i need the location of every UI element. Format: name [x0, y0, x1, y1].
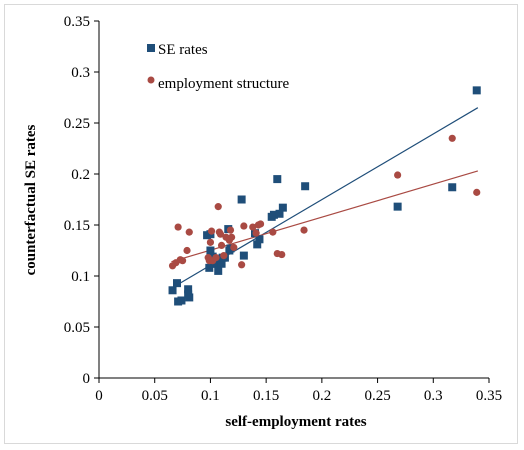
- y-tick-label: 0.1: [71, 269, 90, 285]
- employment-structure-point: [214, 203, 222, 211]
- employment-structure-point: [473, 188, 481, 196]
- se-rates-point: [173, 279, 181, 288]
- employment-structure-point: [178, 257, 187, 265]
- employment-structure-point: [206, 238, 215, 246]
- se-rates-point: [214, 266, 223, 275]
- legend-marker-se-rates: [147, 44, 155, 52]
- x-tick-label: 0.35: [476, 388, 502, 404]
- employment-structure-point: [394, 171, 402, 179]
- se-rates-point: [393, 202, 402, 211]
- employment-structure-point: [183, 246, 191, 255]
- employment-structure-point: [226, 226, 235, 234]
- x-tick-label: 0.15: [253, 388, 279, 404]
- y-tick-label: 0.25: [64, 116, 90, 132]
- y-tick-label: 0.05: [64, 320, 90, 336]
- y-tick-label: 0.2: [71, 167, 90, 183]
- x-axis-title: self-employment rates: [225, 414, 366, 430]
- employment-structure-point: [256, 220, 265, 228]
- employment-structure-point: [240, 222, 248, 230]
- employment-structure-point: [238, 261, 246, 269]
- employment-structure-point: [228, 233, 236, 241]
- se-rates-point: [472, 86, 481, 95]
- legend-marker-employment-structure: [147, 76, 155, 84]
- se-rates-point: [448, 183, 457, 192]
- x-tick-label: 0.25: [364, 388, 390, 404]
- employment-structure-point: [185, 228, 193, 236]
- se-rates-point: [217, 259, 226, 268]
- se-rates-point: [205, 263, 214, 272]
- x-tick-label: 0.05: [142, 388, 168, 404]
- se-rates-point: [206, 246, 215, 255]
- se-rates-point: [301, 182, 310, 191]
- se-rates-point: [239, 251, 248, 260]
- employment-structure-point: [249, 223, 257, 231]
- employment-structure-point: [448, 134, 456, 142]
- employment-structure-point: [216, 230, 225, 238]
- data-points: [168, 86, 481, 306]
- y-tick-label: 0.3: [71, 65, 90, 81]
- se-rates-point: [184, 285, 193, 294]
- employment-structure-point: [278, 250, 286, 259]
- se-rates-point: [255, 235, 264, 244]
- y-axis-ticks: 0 0.05 0.1 0.15 0.2 0.25 0.3 0.35: [64, 14, 99, 387]
- x-tick-label: 0.1: [201, 388, 220, 404]
- se-rates-point: [177, 296, 186, 305]
- se-rates-point: [273, 175, 282, 184]
- se-rates-point: [278, 203, 287, 212]
- x-tick-label: 0: [95, 388, 103, 404]
- employment-structure-point: [269, 228, 277, 236]
- legend-label-se-rates: SE rates: [158, 42, 208, 58]
- legend: SE rates employment structure: [147, 42, 290, 92]
- se-rates-point: [213, 259, 222, 268]
- employment-structure-point: [252, 229, 260, 237]
- y-axis-title: counterfactual SE rates: [23, 124, 39, 275]
- employment-structure-trendline: [171, 170, 479, 263]
- se-rates-point: [168, 286, 177, 295]
- se-rates-point: [269, 210, 278, 219]
- employment-structure-point: [230, 243, 238, 252]
- x-axis-ticks: 0 0.05 0.1 0.15 0.2 0.25 0.3 0.35: [95, 378, 502, 404]
- se-rates-point: [185, 293, 194, 302]
- employment-structure-point: [220, 252, 228, 260]
- employment-structure-point: [207, 227, 216, 235]
- se-rates-point: [275, 209, 284, 218]
- se-rates-point: [253, 240, 262, 249]
- y-tick-label: 0.35: [64, 14, 90, 30]
- employment-structure-point: [212, 254, 220, 262]
- y-tick-label: 0.15: [64, 218, 90, 234]
- legend-label-employment-structure: employment structure: [158, 76, 290, 92]
- x-tick-label: 0.3: [424, 388, 443, 404]
- se-rates-point: [237, 195, 246, 204]
- employment-structure-point: [174, 223, 182, 231]
- employment-structure-point: [300, 226, 308, 234]
- employment-structure-point: [217, 241, 226, 249]
- x-tick-label: 0.2: [312, 388, 331, 404]
- y-tick-label: 0: [83, 371, 91, 387]
